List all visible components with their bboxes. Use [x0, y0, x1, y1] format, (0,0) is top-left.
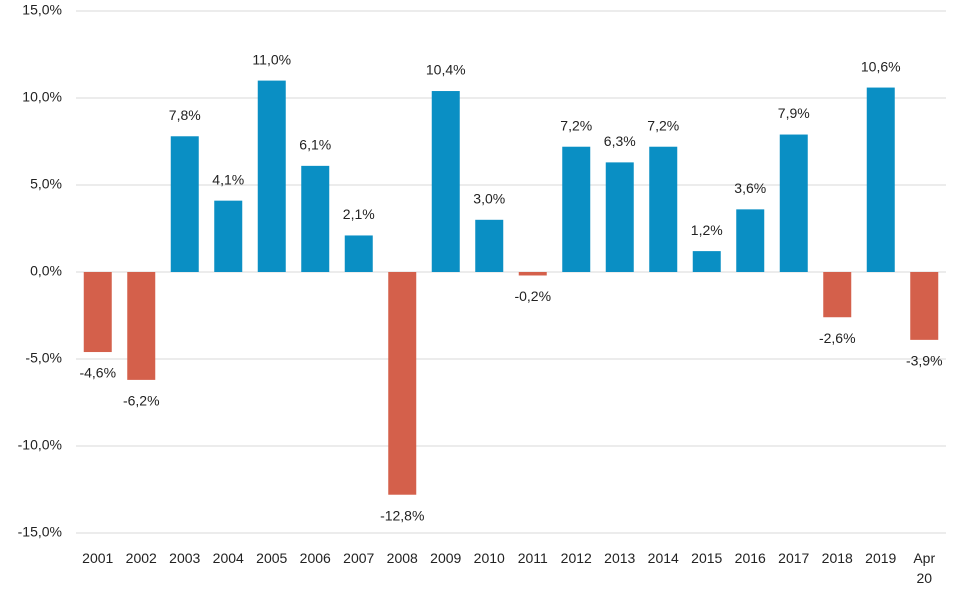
- x-tick-label: 2006: [300, 550, 331, 566]
- y-tick-label: 15,0%: [22, 2, 62, 18]
- bar: [823, 272, 852, 318]
- y-tick-label: -5,0%: [25, 350, 62, 366]
- bar: [649, 146, 678, 272]
- x-tick-label: 2019: [865, 550, 896, 566]
- x-tick-label: 2011: [518, 550, 548, 566]
- x-tick-label: Apr 20: [913, 550, 935, 586]
- value-label: 10,6%: [861, 58, 901, 74]
- bar: [127, 272, 156, 380]
- value-label: -0,2%: [514, 288, 551, 304]
- value-label: 11,0%: [252, 51, 291, 67]
- x-tick-label: 2010: [474, 550, 505, 566]
- bar: [257, 80, 286, 272]
- bar: [910, 272, 939, 340]
- value-label: 6,3%: [604, 133, 636, 149]
- value-label: 3,6%: [734, 180, 766, 196]
- value-label: 3,0%: [473, 191, 505, 207]
- bar: [344, 235, 373, 272]
- x-tick-label: 2017: [778, 550, 809, 566]
- x-tick-label: 2007: [343, 550, 374, 566]
- value-label: -4,6%: [79, 365, 116, 381]
- x-tick-label: 2001: [82, 550, 113, 566]
- bar: [431, 91, 460, 272]
- bar: [83, 272, 112, 353]
- value-label: 7,2%: [647, 117, 679, 133]
- bar: [736, 209, 765, 272]
- bar: [388, 272, 417, 495]
- x-tick-label: 2008: [387, 550, 418, 566]
- bar: [475, 219, 504, 272]
- x-tick-label: 2016: [735, 550, 766, 566]
- y-tick-label: 0,0%: [30, 263, 62, 279]
- value-label: -12,8%: [380, 507, 424, 523]
- value-label: 1,2%: [691, 222, 723, 238]
- x-tick-label: 2014: [648, 550, 679, 566]
- value-label: 7,9%: [778, 105, 810, 121]
- y-tick-label: -15,0%: [18, 524, 62, 540]
- value-label: 7,2%: [560, 117, 592, 133]
- x-tick-label: 2009: [430, 550, 461, 566]
- x-tick-label: 2013: [604, 550, 635, 566]
- x-tick-label: 2015: [691, 550, 722, 566]
- x-tick-label: 2002: [126, 550, 157, 566]
- bar: [301, 165, 330, 272]
- bar: [562, 146, 591, 272]
- bar: [605, 162, 634, 272]
- value-label: 7,8%: [169, 107, 201, 123]
- value-label: 6,1%: [299, 137, 331, 153]
- x-tick-label: 2003: [169, 550, 200, 566]
- value-label: 2,1%: [343, 206, 375, 222]
- x-tick-label: 2005: [256, 550, 287, 566]
- value-label: 4,1%: [212, 171, 244, 187]
- y-tick-label: 5,0%: [30, 176, 62, 192]
- x-tick-label: 2012: [561, 550, 592, 566]
- bar: [692, 251, 721, 272]
- value-label: -6,2%: [123, 393, 160, 409]
- x-tick-label: 2018: [822, 550, 853, 566]
- bar: [214, 200, 243, 272]
- y-tick-label: 10,0%: [22, 89, 62, 105]
- x-tick-label: 2004: [213, 550, 244, 566]
- y-tick-label: -10,0%: [18, 437, 62, 453]
- bar: [866, 87, 895, 272]
- value-label: -3,9%: [906, 353, 943, 369]
- bar: [170, 136, 199, 272]
- bar: [779, 134, 808, 272]
- bar: [518, 272, 547, 276]
- value-label: -2,6%: [819, 330, 856, 346]
- value-label: 10,4%: [426, 62, 466, 78]
